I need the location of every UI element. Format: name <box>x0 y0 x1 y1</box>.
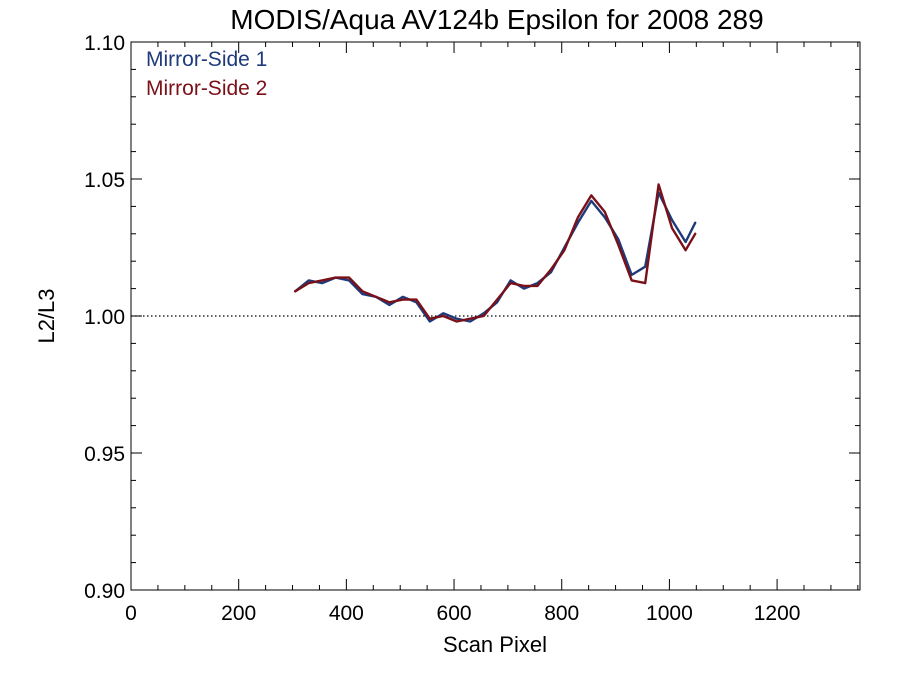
x-tick-label: 0 <box>125 602 137 625</box>
y-tick-label: 1.05 <box>84 169 125 192</box>
x-tick-label: 1000 <box>646 602 693 625</box>
legend-item-mirror-side-2: Mirror-Side 2 <box>146 77 267 100</box>
legend: Mirror-Side 1 Mirror-Side 2 <box>146 48 267 100</box>
axis-ticks <box>130 41 860 591</box>
y-tick-label: 0.95 <box>84 443 125 466</box>
chart-title: MODIS/Aqua AV124b Epsilon for 2008 289 <box>230 4 763 35</box>
x-tick-label: 1200 <box>754 602 801 625</box>
series-line-1 <box>294 191 697 323</box>
y-tick-label: 1.10 <box>84 32 125 55</box>
x-tick-labels: 0 200 400 600 800 1000 1200 <box>125 602 800 625</box>
y-tick-labels: 0.90 0.95 1.00 1.05 1.10 <box>84 32 125 603</box>
x-tick-label: 200 <box>221 602 256 625</box>
x-tick-label: 400 <box>329 602 364 625</box>
x-tick-label: 800 <box>544 602 579 625</box>
series-line-2 <box>294 183 697 323</box>
x-axis-label: Scan Pixel <box>443 632 547 657</box>
y-tick-label: 0.90 <box>84 580 125 603</box>
y-tick-label: 1.00 <box>84 306 125 329</box>
y-axis-label: L2/L3 <box>34 288 59 343</box>
series-lines <box>294 183 697 323</box>
x-tick-label: 600 <box>437 602 472 625</box>
legend-item-mirror-side-1: Mirror-Side 1 <box>146 48 267 71</box>
